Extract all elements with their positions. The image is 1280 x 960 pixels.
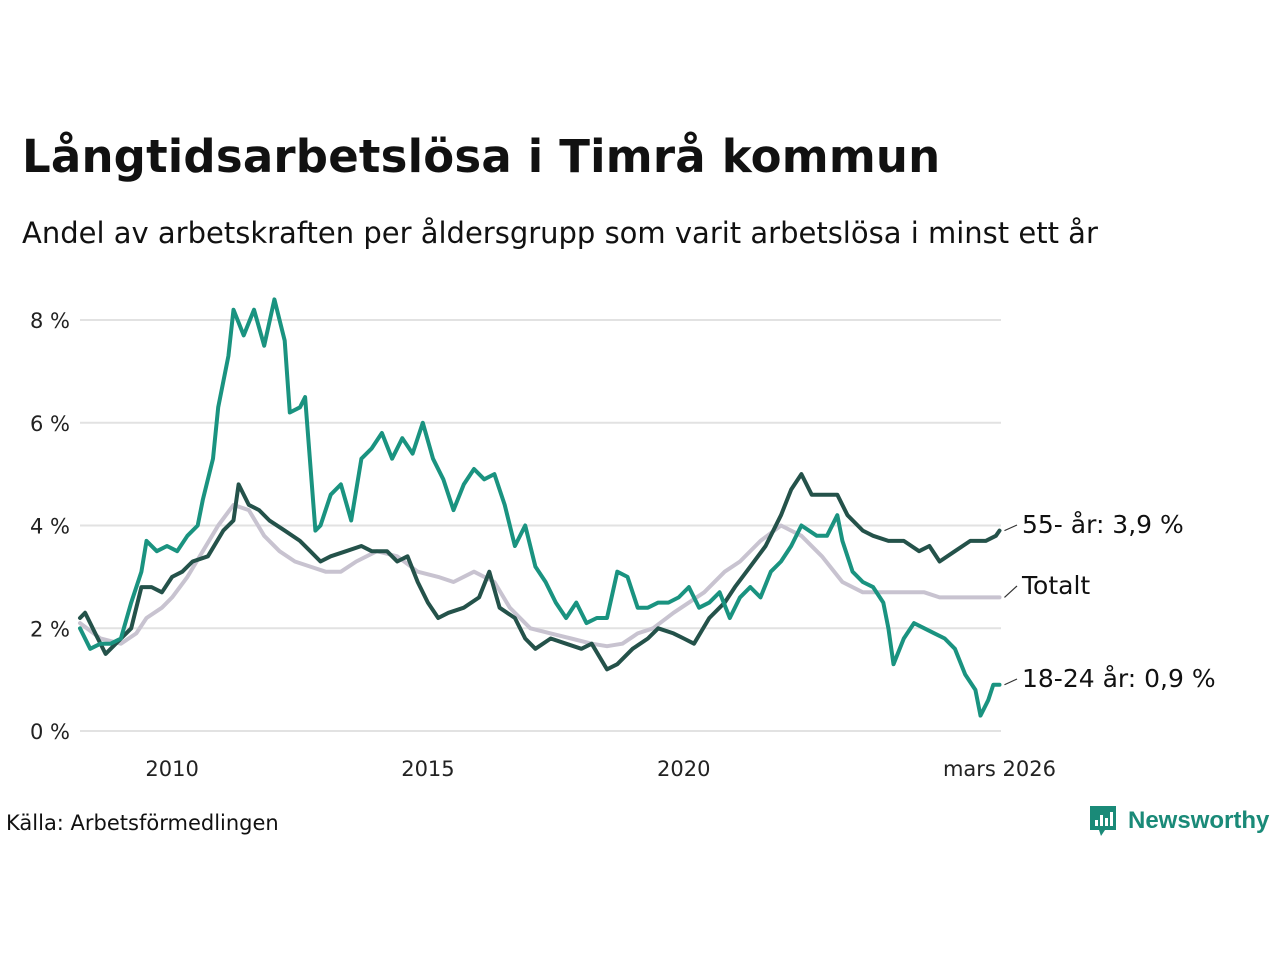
y-tick-label: 6 % (30, 412, 70, 436)
series-line-youth (78, 297, 1002, 718)
x-tick-label: 2020 (657, 757, 710, 781)
newsworthy-logo[interactable]: Newsworthy (1088, 804, 1269, 838)
newsworthy-logo-icon (1090, 806, 1116, 836)
source-note: Källa: Arbetsförmedlingen (6, 811, 279, 835)
series-line-senior (78, 472, 1002, 672)
end-label-youth: 18-24 år: 0,9 % (1022, 664, 1216, 693)
newsworthy-logo-text: Newsworthy (1128, 807, 1270, 834)
y-tick-label: 0 % (30, 720, 70, 744)
end-label-connector (1004, 678, 1018, 686)
x-tick-label: 2015 (401, 757, 454, 781)
end-label-connector (1004, 585, 1018, 598)
y-tick-label: 4 % (30, 515, 70, 539)
x-tick-label: mars 2026 (943, 757, 1056, 781)
end-label-total: Totalt (1021, 571, 1090, 600)
y-axis-ticks: 0 % 2 % 4 % 6 % 8 % (30, 309, 70, 744)
series-end-labels: Totalt 55- år: 3,9 % 18-24 år: 0,9 % (1004, 510, 1216, 693)
y-tick-label: 8 % (30, 309, 70, 333)
end-label-senior: 55- år: 3,9 % (1022, 510, 1184, 539)
y-tick-label: 2 % (30, 617, 70, 641)
end-label-connector (1004, 524, 1018, 532)
chart-title: Långtidsarbetslösa i Timrå kommun (22, 130, 941, 183)
series-line-total (78, 502, 1002, 649)
series-lines (78, 297, 1002, 718)
chart-subtitle: Andel av arbetskraften per åldersgrupp s… (22, 216, 1098, 250)
x-tick-label: 2010 (145, 757, 198, 781)
x-axis-ticks: 2010 2015 2020 mars 2026 (145, 757, 1056, 781)
